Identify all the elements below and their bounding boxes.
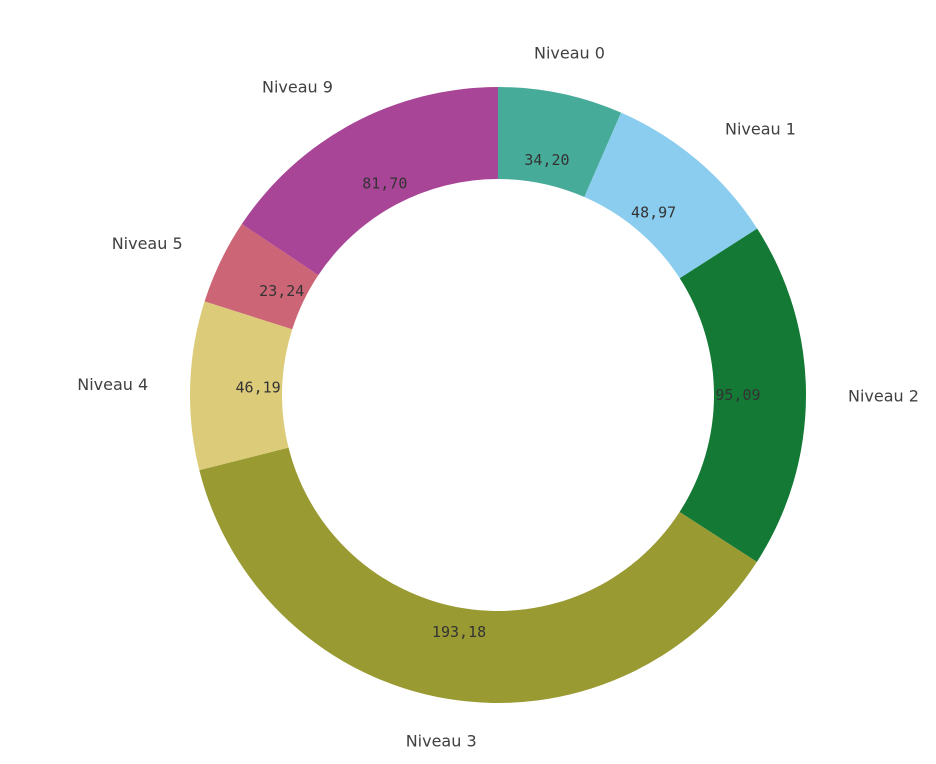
category-label-niveau-1: Niveau 1 [725,120,796,139]
value-label-niveau-4: 46,19 [236,378,281,396]
value-label-niveau-5: 23,24 [259,282,304,300]
value-label-niveau-1: 48,97 [631,203,676,221]
category-label-niveau-5: Niveau 5 [112,234,183,253]
chart-value-labels: 34,20 48,97 95,09 193,18 46,19 23,24 81,70 [236,151,761,641]
slice-niveau-5[interactable] [204,224,319,330]
value-label-niveau-3: 193,18 [432,623,486,641]
value-label-niveau-9: 81,70 [362,174,407,192]
slice-niveau-4[interactable] [189,301,293,471]
chart-slices [189,87,807,703]
category-label-niveau-9: Niveau 9 [262,77,333,96]
category-label-niveau-2: Niveau 2 [848,386,919,405]
slice-niveau-0[interactable] [498,87,622,198]
value-label-niveau-0: 34,20 [524,151,569,169]
slice-niveau-3[interactable] [199,447,757,703]
chart-category-labels: Niveau 0 Niveau 1 Niveau 2 Niveau 3 Niveau 4… [77,43,919,750]
category-label-niveau-0: Niveau 0 [534,43,605,62]
slice-niveau-9[interactable] [241,87,498,276]
slice-niveau-1[interactable] [584,112,758,279]
value-label-niveau-2: 95,09 [715,386,760,404]
slice-niveau-2[interactable] [679,228,807,562]
category-label-niveau-3: Niveau 3 [406,731,477,750]
category-label-niveau-4: Niveau 4 [77,375,148,394]
